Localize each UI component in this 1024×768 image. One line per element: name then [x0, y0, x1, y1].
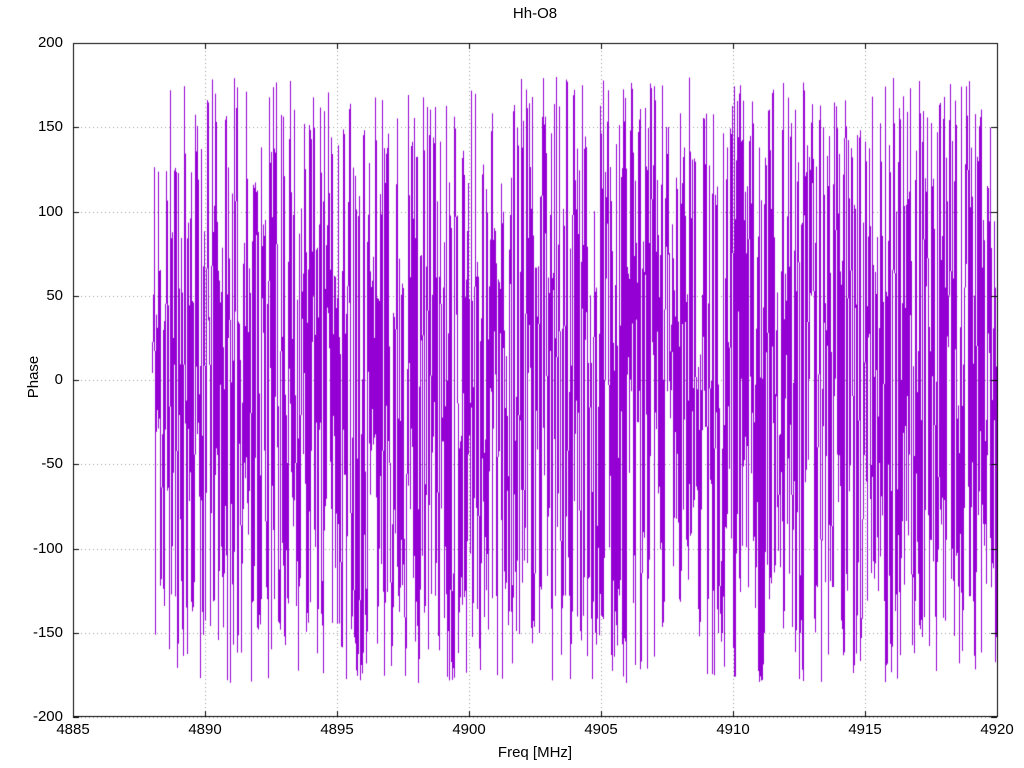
y-tick-label-100: 100: [37, 202, 63, 220]
x-tick-label-4895: 4895: [320, 721, 354, 738]
x-tick-label-4900: 4900: [452, 721, 486, 738]
y-tick-label--150: -150: [32, 623, 63, 641]
y-tick-label-0: 0: [54, 371, 63, 388]
y-tick-label--200: -200: [32, 708, 63, 725]
x-tick-label-4890: 4890: [188, 721, 222, 738]
y-tick-label-50: 50: [46, 286, 63, 304]
x-tick-label-4910: 4910: [716, 721, 750, 738]
chart-title: Hh-O8: [512, 5, 558, 22]
x-tick-label-4885: 4885: [56, 721, 90, 738]
y-tick-label-150: 150: [37, 118, 63, 136]
x-tick-label-4905: 4905: [584, 721, 618, 738]
y-tick-label--100: -100: [32, 539, 63, 557]
y-tick-label--50: -50: [41, 455, 63, 473]
y-tick-label-200: 200: [37, 34, 63, 51]
x-axis-label: Freq [MHz]: [497, 744, 573, 761]
x-tick-label-4915: 4915: [848, 721, 882, 738]
x-tick-label-4920: 4920: [980, 721, 1014, 738]
